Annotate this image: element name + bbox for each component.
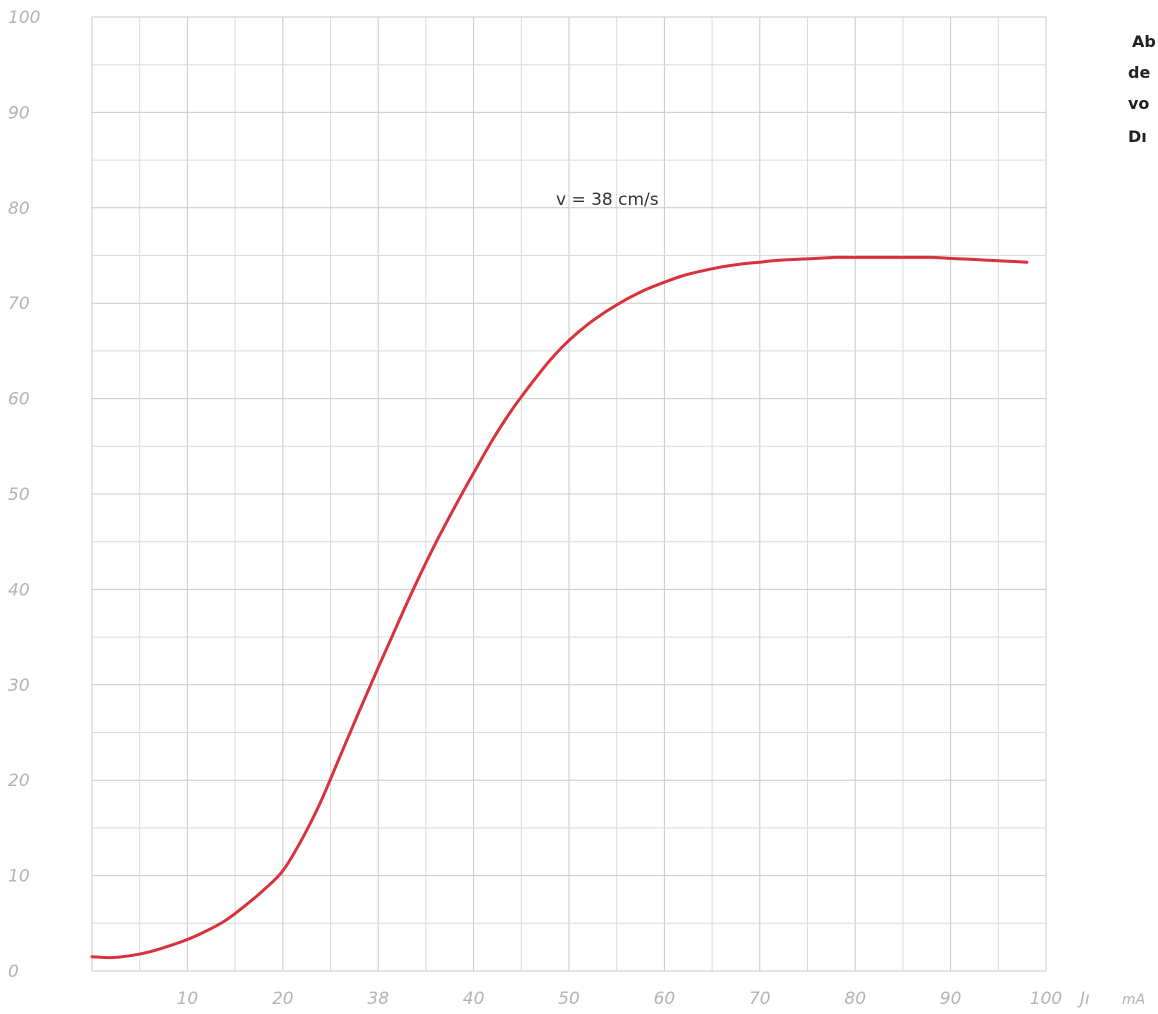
x-tick-label: 38 xyxy=(367,989,389,1009)
series-point xyxy=(796,258,800,261)
x-tick-label: 20 xyxy=(272,989,294,1009)
y-tick-label: 50 xyxy=(8,485,30,505)
series-point xyxy=(453,506,456,509)
series-point xyxy=(396,623,399,626)
side-caption: Ab de vo Dı xyxy=(1128,32,1156,146)
series-point xyxy=(205,929,208,933)
series-point xyxy=(357,710,361,713)
series-point xyxy=(586,322,590,326)
x-tick-label: 70 xyxy=(749,989,771,1009)
series-point xyxy=(1006,260,1010,263)
series-point xyxy=(1025,260,1029,264)
series-point xyxy=(167,944,170,948)
y-tick-labels: 0 10 20 30 40 50 60 70 80 90 100 xyxy=(8,8,40,982)
series-point xyxy=(777,259,781,262)
series-point xyxy=(548,359,552,362)
y-tick-label: 90 xyxy=(8,103,30,123)
series-point xyxy=(281,869,284,873)
side-caption-line-2: de xyxy=(1128,63,1150,82)
series-point xyxy=(625,298,628,301)
series-point xyxy=(434,542,437,545)
series-point xyxy=(148,950,151,954)
series-point xyxy=(128,954,132,957)
series-point xyxy=(472,471,475,475)
y-tick-label: 80 xyxy=(8,199,30,219)
y-tick-label: 20 xyxy=(8,771,30,791)
series-point xyxy=(873,256,876,259)
series-point xyxy=(605,309,609,313)
series-group xyxy=(90,255,1029,960)
series-point xyxy=(338,755,342,758)
x-axis-label: Jı xyxy=(1077,989,1090,1009)
series-point xyxy=(911,256,914,259)
y-tick-label: 0 xyxy=(8,962,19,982)
series-point xyxy=(300,838,304,841)
y-tick-label: 10 xyxy=(8,867,30,887)
x-tick-label: 80 xyxy=(844,989,866,1009)
series-point xyxy=(682,274,685,277)
side-caption-line-3: vo xyxy=(1128,94,1149,113)
series-point xyxy=(529,383,533,386)
series-point xyxy=(815,257,819,260)
annotation-velocity: v = 38 cm/s xyxy=(556,190,659,210)
series-point xyxy=(377,666,380,669)
series-point xyxy=(663,281,666,284)
series-point xyxy=(243,904,246,908)
series-point xyxy=(510,408,513,412)
grid xyxy=(91,16,1047,972)
series-line xyxy=(90,255,1029,960)
y-tick-label: 40 xyxy=(8,580,30,600)
series-point xyxy=(262,888,265,892)
x-tick-label: 100 xyxy=(1030,989,1062,1009)
series-point xyxy=(987,259,990,262)
series-point xyxy=(720,265,723,269)
side-caption-line-1: Ab xyxy=(1132,32,1156,51)
x-tick-label: 10 xyxy=(177,989,199,1009)
series-point xyxy=(854,256,857,259)
x-tick-label: 90 xyxy=(940,989,962,1009)
series-point xyxy=(758,260,761,264)
series-point xyxy=(567,339,571,342)
series-point xyxy=(186,938,189,941)
series-point xyxy=(892,256,895,259)
series-point xyxy=(949,257,952,260)
series-point xyxy=(109,956,113,959)
x-tick-label: 50 xyxy=(558,989,580,1009)
y-tick-label: 100 xyxy=(8,8,40,28)
x-tick-label: 60 xyxy=(654,989,676,1009)
y-tick-label: 30 xyxy=(8,676,30,696)
series-point xyxy=(701,269,704,272)
series-point xyxy=(930,256,933,259)
x-axis-unit: mA xyxy=(1122,992,1145,1008)
y-tick-label: 70 xyxy=(8,294,30,314)
series-point xyxy=(224,919,227,922)
series-point xyxy=(644,288,647,292)
series-point xyxy=(319,799,323,803)
series-point xyxy=(415,581,418,584)
series-point xyxy=(739,262,742,266)
side-caption-line-4: Dı xyxy=(1128,127,1147,146)
x-tick-label: 40 xyxy=(463,989,485,1009)
series-point xyxy=(90,955,94,958)
series-point xyxy=(491,438,494,441)
y-tick-label: 60 xyxy=(8,390,30,410)
x-tick-labels: 10 20 38 40 50 60 70 80 90 100 xyxy=(177,989,1063,1009)
series-point xyxy=(834,256,838,259)
series-point xyxy=(968,258,971,261)
